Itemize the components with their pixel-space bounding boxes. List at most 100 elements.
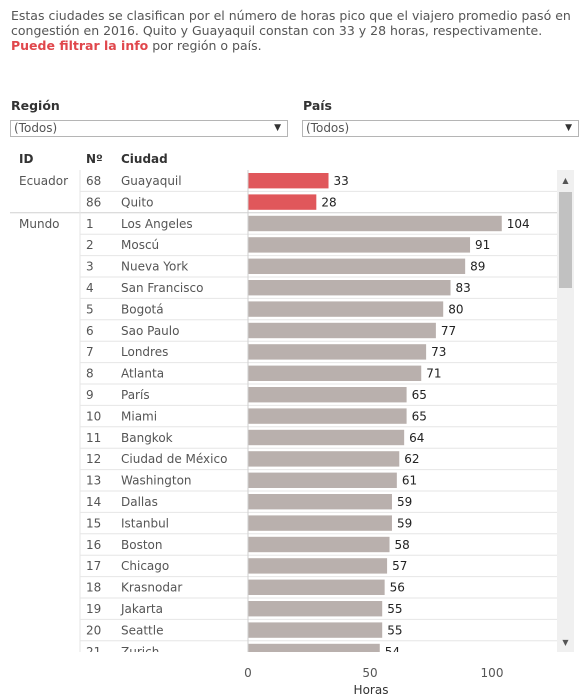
bar-value-label: 33 <box>334 174 349 188</box>
city-name: Boston <box>121 538 162 552</box>
bar-value-label: 91 <box>475 238 490 252</box>
chevron-down-icon: ▼ <box>274 123 281 133</box>
city-name: Atlanta <box>121 367 164 381</box>
city-name: Miami <box>121 409 157 423</box>
intro-text: Estas ciudades se clasifican por el núme… <box>11 8 579 53</box>
city-name: Guayaquil <box>121 174 182 188</box>
scroll-up-icon[interactable]: ▲ <box>562 176 569 185</box>
x-axis-label: Horas <box>353 683 389 697</box>
bar-value-label: 64 <box>409 431 424 445</box>
city-name: Sao Paulo <box>121 324 179 338</box>
bar <box>248 365 422 381</box>
bar <box>248 280 451 296</box>
group-id-label: Ecuador <box>19 174 68 188</box>
bar <box>248 494 392 510</box>
city-name: Los Angeles <box>121 217 193 231</box>
city-name: Londres <box>121 345 168 359</box>
bar <box>248 601 383 617</box>
city-name: Jakarta <box>120 602 163 616</box>
rank-number: 13 <box>86 474 101 488</box>
column-header-city: Ciudad <box>121 152 168 166</box>
rank-number: 11 <box>86 431 101 445</box>
column-header-id: ID <box>19 152 34 166</box>
city-name: Zurich <box>121 645 159 659</box>
country-filter-label: País <box>303 98 332 113</box>
city-name: Bogotá <box>121 302 164 316</box>
city-name: Quito <box>121 195 153 209</box>
bar-value-label: 71 <box>426 367 441 381</box>
region-filter-dropdown[interactable]: (Todos) ▼ <box>10 120 288 137</box>
bar-value-label: 62 <box>404 452 419 466</box>
bar-value-label: 80 <box>448 302 463 316</box>
city-name: San Francisco <box>121 281 203 295</box>
rank-number: 15 <box>86 516 101 530</box>
bar-value-label: 59 <box>397 495 412 509</box>
bar-value-label: 55 <box>387 623 402 637</box>
rank-number: 6 <box>86 324 94 338</box>
bar <box>248 173 329 189</box>
bar-value-label: 61 <box>402 474 417 488</box>
rank-number: 4 <box>86 281 94 295</box>
x-tick-label: 50 <box>362 666 378 680</box>
bar-value-label: 73 <box>431 345 446 359</box>
rank-number: 17 <box>86 559 101 573</box>
bar-value-label: 77 <box>441 324 456 338</box>
scrollbar-thumb[interactable] <box>559 192 572 288</box>
chevron-down-icon: ▼ <box>565 123 572 133</box>
bar-value-label: 65 <box>412 388 427 402</box>
rank-number: 18 <box>86 581 101 595</box>
bar <box>248 451 400 467</box>
intro-description: Estas ciudades se clasifican por el núme… <box>11 8 571 38</box>
city-name: Moscú <box>121 238 159 252</box>
rank-number: 86 <box>86 195 101 209</box>
rank-number: 68 <box>86 174 101 188</box>
bar <box>248 322 436 339</box>
bar <box>248 258 466 274</box>
rank-number: 9 <box>86 388 94 402</box>
city-name: Chicago <box>121 559 169 573</box>
rank-number: 20 <box>86 623 101 637</box>
rank-number: 14 <box>86 495 101 509</box>
scrollbar-track[interactable] <box>557 170 574 652</box>
x-tick-label: 100 <box>480 666 504 680</box>
rank-number: 5 <box>86 302 94 316</box>
filter-hint-highlight[interactable]: Puede filtrar la info <box>11 38 149 53</box>
bar <box>248 558 388 574</box>
bar <box>248 472 397 488</box>
bar-value-label: 28 <box>321 195 336 209</box>
city-name: Ciudad de México <box>121 452 227 466</box>
rank-number: 2 <box>86 238 94 252</box>
rank-number: 12 <box>86 452 101 466</box>
region-filter-label: Región <box>11 98 60 113</box>
bar <box>248 215 502 232</box>
rank-number: 10 <box>86 409 101 423</box>
country-filter-value: (Todos) <box>306 121 350 135</box>
city-name: París <box>121 388 150 402</box>
country-filter-dropdown[interactable]: (Todos) ▼ <box>302 120 579 137</box>
bar-value-label: 57 <box>392 559 407 573</box>
bar <box>248 515 392 531</box>
rank-number: 1 <box>86 217 94 231</box>
bar <box>248 301 444 317</box>
bar-value-label: 104 <box>507 217 530 231</box>
city-name: Bangkok <box>121 431 173 445</box>
rank-number: 7 <box>86 345 94 359</box>
bar <box>248 237 471 253</box>
city-name: Seattle <box>121 623 163 637</box>
bar <box>248 536 390 553</box>
bar <box>248 387 407 403</box>
bar <box>248 194 317 210</box>
x-tick-label: 0 <box>244 666 252 680</box>
city-name: Istanbul <box>121 516 169 530</box>
bar-value-label: 59 <box>397 516 412 530</box>
bar-value-label: 58 <box>395 538 410 552</box>
bar-value-label: 83 <box>456 281 471 295</box>
group-id-label: Mundo <box>19 217 60 231</box>
scroll-down-icon[interactable]: ▼ <box>562 638 569 647</box>
bar <box>248 408 407 424</box>
column-header-number: Nº <box>86 152 103 166</box>
bar <box>248 344 427 360</box>
rank-number: 19 <box>86 602 101 616</box>
bar <box>248 579 385 595</box>
